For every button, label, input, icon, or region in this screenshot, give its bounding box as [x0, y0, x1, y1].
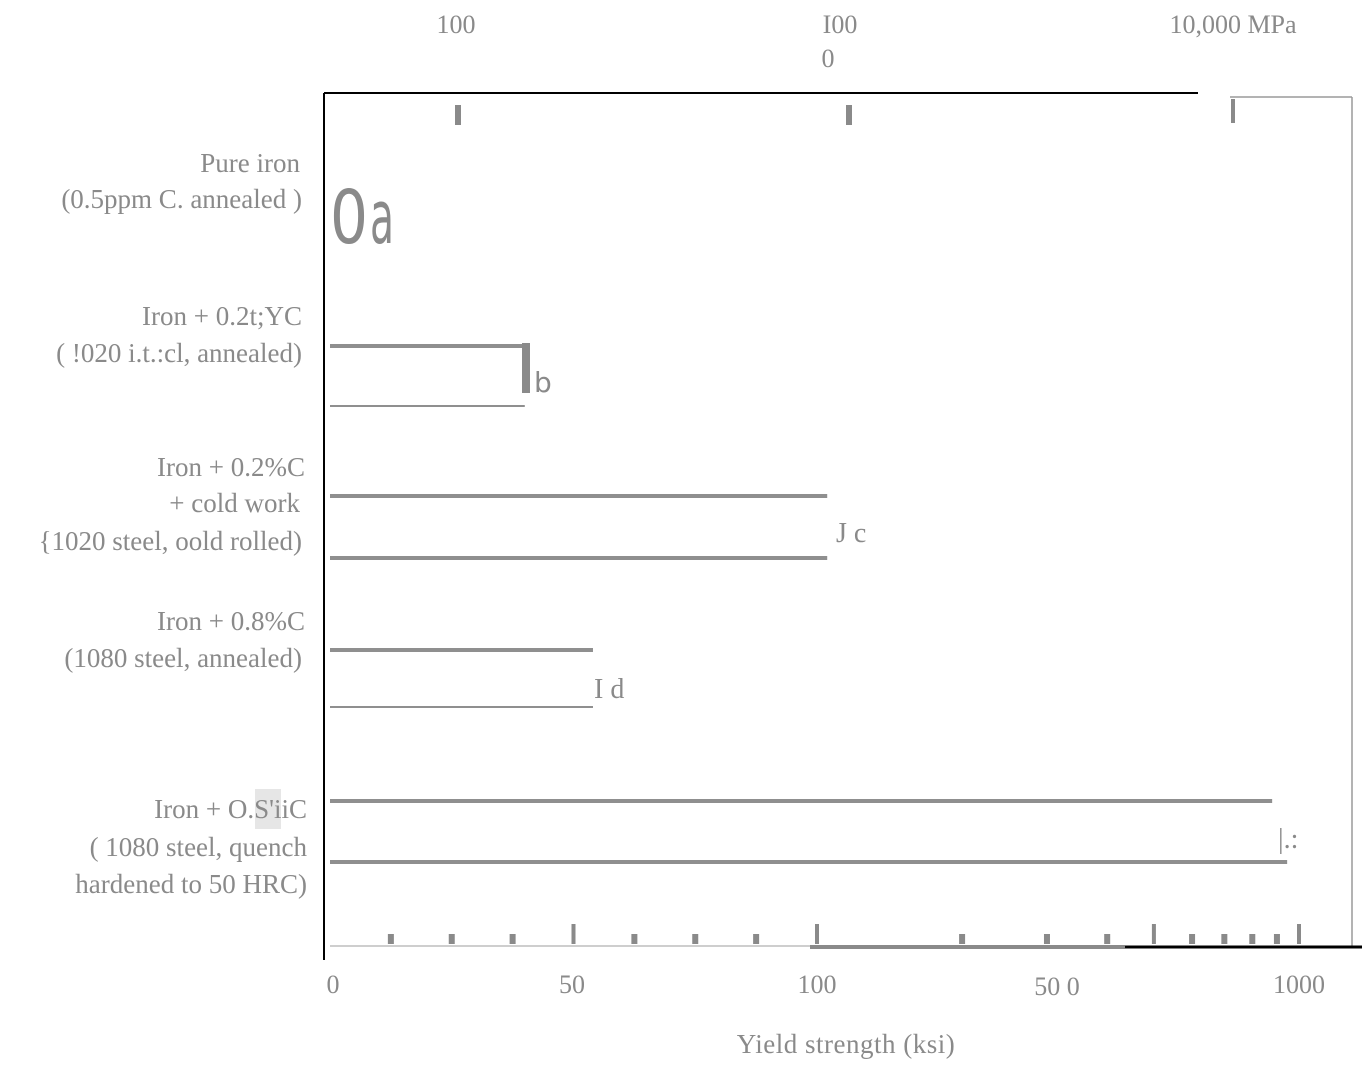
bar-markers: 0 a b J c I d |.: [330, 175, 1298, 855]
bar-marker-d: I d [594, 674, 624, 705]
bottom-minor-tick [387, 934, 394, 944]
category-label-iron-08c-line2: (1080 steel, annealed) [64, 643, 302, 673]
bottom-minor-tick [631, 934, 638, 944]
category-label-pure-iron-line1: Pure iron [200, 148, 300, 178]
top-tick-label-1000-line2: 0 [822, 44, 835, 73]
category-label-iron-08c-qh-line2: ( 1080 steel, quench [90, 832, 308, 862]
bottom-major-tick [571, 924, 576, 944]
bar-marker-b: b [534, 366, 552, 399]
bottom-minor-tick [959, 934, 966, 944]
bottom-tick-label-500: 50 0 [1034, 972, 1080, 1001]
bottom-minor-tick [1221, 934, 1228, 944]
bottom-tick-label-0: 0 [327, 970, 340, 999]
category-label-iron-08c-qh-line3: hardened to 50 HRC) [75, 869, 307, 899]
category-label-iron-02c-line1: Iron + 0.2t;YC [142, 301, 302, 331]
bottom-axis-labels: 0 50 100 50 0 1000 [327, 970, 1326, 1001]
bar-marker-a-prefix: 0 [330, 175, 368, 261]
category-label-pure-iron-line2: (0.5ppm C. annealed ) [61, 184, 302, 214]
category-label-iron-02c-cw-line2: + cold work [169, 488, 300, 518]
bottom-minor-tick [1104, 934, 1111, 944]
top-tick-label-1000-line1: I00 [823, 10, 858, 39]
chart-frame [323, 92, 1362, 960]
bar-marker-c: J c [836, 518, 866, 549]
bottom-major-tick [1297, 924, 1301, 944]
category-label-iron-08c-line1: Iron + 0.8%C [157, 606, 305, 636]
bottom-minor-tick [692, 934, 699, 944]
top-axis-ticks [455, 99, 1235, 125]
bottom-minor-tick [448, 934, 455, 944]
category-label-iron-02c-cw-line3: {1020 steel, oold rolled) [39, 526, 302, 556]
category-label-iron-02c-cw-line1: Iron + 0.2%C [157, 452, 305, 482]
bottom-minor-tick [509, 934, 516, 944]
top-axis-labels: 100 I00 0 10,000 MPa [437, 10, 1298, 73]
bar-marker-e: |.: [1278, 824, 1298, 855]
category-labels: Pure iron (0.5ppm C. annealed ) Iron + 0… [39, 148, 308, 899]
category-label-iron-08c-qh-line1: Iron + O.S'iiC [154, 794, 307, 824]
bottom-tick-label-100: 100 [798, 970, 837, 999]
x-axis-label: Yield strength (ksi) [737, 1029, 955, 1059]
bottom-minor-tick [1273, 934, 1280, 944]
top-tick-label-10000: 10,000 MPa [1169, 10, 1297, 39]
bottom-minor-tick [1043, 934, 1050, 944]
top-tick-1000 [846, 105, 852, 125]
bottom-tick-label-1000: 1000 [1273, 970, 1325, 999]
category-label-iron-02c-line2: ( !020 i.t.:cl, annealed) [56, 338, 302, 368]
bar-marker-b-stroke [522, 343, 530, 393]
bottom-minor-tick [1189, 934, 1196, 944]
label-highlight [255, 789, 281, 829]
top-tick-label-100: 100 [437, 10, 476, 39]
bottom-major-tick [815, 924, 819, 944]
bottom-major-tick [1151, 924, 1156, 944]
bottom-axis-ticks [387, 924, 1301, 944]
bottom-tick-label-50: 50 [559, 970, 585, 999]
bar-marker-a: a [370, 175, 394, 261]
bottom-minor-tick [1249, 934, 1256, 944]
bottom-minor-tick [753, 934, 760, 944]
bars [330, 344, 1288, 864]
top-tick-100 [455, 105, 461, 125]
top-tick-10000 [1231, 99, 1235, 123]
